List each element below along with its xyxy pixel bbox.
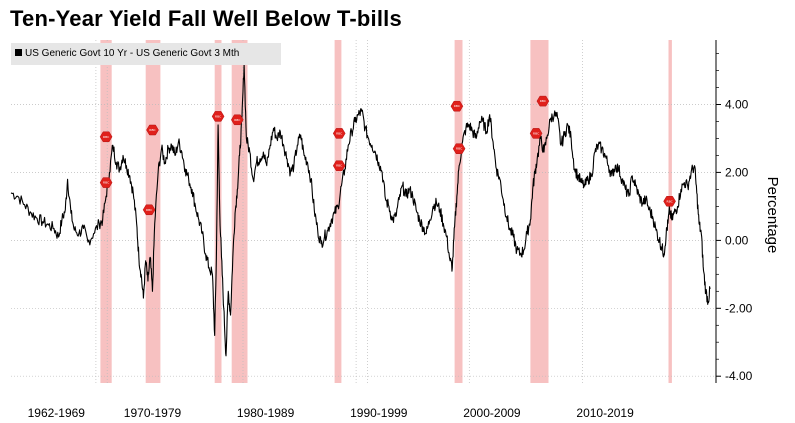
annotation-marker-label: RBC xyxy=(103,181,109,185)
x-axis-labels: 1962-1969 1970-1979 1980-1989 1990-1999 2000… xyxy=(28,406,635,420)
annotation-marker: RBC xyxy=(231,114,244,126)
y-tick-label: -2.00 xyxy=(725,301,753,315)
x-tick-label: 1980-1989 xyxy=(237,406,295,420)
annotation-marker: RBC xyxy=(529,128,543,139)
legend-swatch xyxy=(15,49,22,56)
y-axis-label: Percentage xyxy=(764,177,781,254)
annotation-marker-label: RBC xyxy=(456,147,462,151)
annotation-marker-shape xyxy=(142,204,156,216)
annotation-marker-shape xyxy=(211,111,225,122)
recession-band xyxy=(334,40,342,383)
x-tick-label: 2000-2009 xyxy=(463,406,521,420)
annotation-marker: RBC xyxy=(99,131,113,143)
legend: US Generic Govt 10 Yr - US Generic Govt … xyxy=(11,43,281,65)
recession-band xyxy=(100,40,112,383)
annotation-marker: RBC xyxy=(332,128,346,139)
annotation-marker-shape xyxy=(99,131,113,143)
annotation-marker: RBC xyxy=(142,204,156,216)
annotation-marker-shape xyxy=(332,128,346,139)
legend-background xyxy=(11,43,281,65)
annotation-marker-shape xyxy=(452,143,466,154)
annotation-marker: RBC xyxy=(663,196,676,207)
y-tick-label: 4.00 xyxy=(725,98,749,112)
x-tick-label: 1962-1969 xyxy=(28,406,86,420)
annotation-marker-label: RBC xyxy=(103,135,109,139)
recession-band xyxy=(530,40,549,383)
annotation-marker-label: RBC xyxy=(234,118,240,122)
annotation-marker: RBC xyxy=(211,111,225,122)
annotation-marker: RBC xyxy=(332,160,346,171)
annotation-marker-shape xyxy=(99,177,113,188)
annotation-marker-label: RBC xyxy=(149,128,155,132)
gridlines xyxy=(11,40,716,383)
annotation-markers: RBCRBCRBCRBCRBCRBCRBCRBCRBCRBCRBCRBCRBCR… xyxy=(99,48,676,216)
annotation-marker-label: RBC xyxy=(146,208,152,212)
y-axis: 4.00 2.00 0.00 -2.00 -4.00 xyxy=(715,40,753,383)
annotation-marker-label: RBC xyxy=(454,104,460,108)
legend-label: US Generic Govt 10 Yr - US Generic Govt … xyxy=(25,48,239,59)
annotation-marker: RBC xyxy=(452,143,466,154)
annotation-marker-label: RBC xyxy=(540,99,546,103)
annotation-marker-label: RBC xyxy=(215,114,221,118)
annotation-marker: RBC xyxy=(146,124,159,136)
annotation-marker-label: RBC xyxy=(336,131,342,135)
annotation-marker-shape xyxy=(536,95,550,107)
annotation-marker-shape xyxy=(529,128,543,139)
annotation-marker-shape xyxy=(450,100,464,112)
recession-band xyxy=(214,40,222,383)
recession-band xyxy=(454,40,463,383)
annotation-marker-label: RBC xyxy=(533,131,539,135)
series-line xyxy=(10,63,711,357)
y-tick-label: 0.00 xyxy=(725,233,749,247)
annotation-marker-label: RBC xyxy=(336,164,342,168)
annotation-marker: RBC xyxy=(536,95,550,107)
annotation-marker: RBC xyxy=(99,177,113,188)
annotation-marker: RBC xyxy=(450,100,464,112)
x-tick-label: 1990-1999 xyxy=(350,406,408,420)
annotation-marker-shape xyxy=(231,114,244,126)
recession-bands xyxy=(100,40,672,383)
chart-title: Ten-Year Yield Fall Well Below T-bills xyxy=(10,6,402,31)
series-layer xyxy=(10,63,711,357)
recession-band xyxy=(231,40,248,383)
annotation-marker-shape xyxy=(332,160,346,171)
y-tick-label: 2.00 xyxy=(725,165,749,179)
annotation-marker-label: RBC xyxy=(667,199,673,203)
annotation-marker-shape xyxy=(146,124,159,136)
x-tick-label: 2010-2019 xyxy=(576,406,634,420)
y-tick-label: -4.00 xyxy=(725,369,753,383)
x-tick-label: 1970-1979 xyxy=(124,406,182,420)
annotation-marker-shape xyxy=(663,196,676,207)
